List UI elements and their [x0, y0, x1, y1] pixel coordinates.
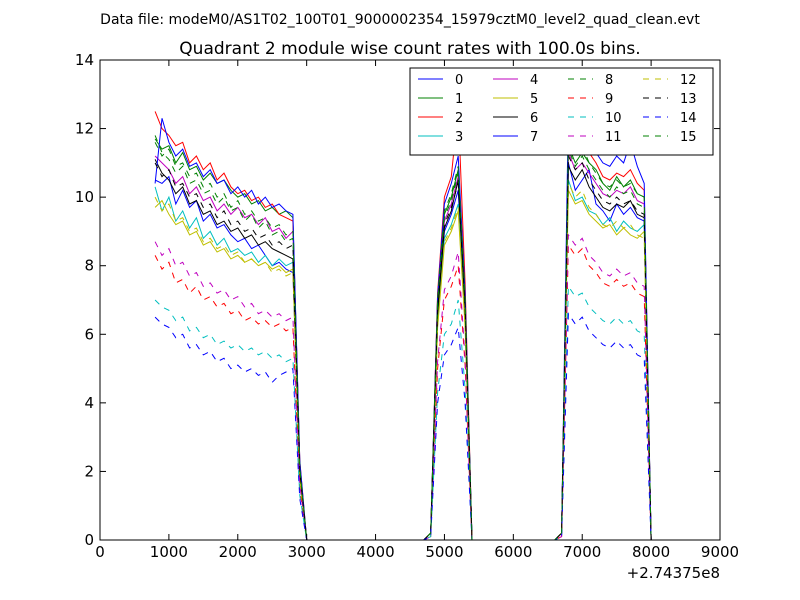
x-offset-label: +2.74375e8	[627, 564, 720, 582]
legend-label-7: 7	[530, 130, 538, 145]
series-line-7	[154, 107, 652, 540]
series-line-14	[154, 312, 652, 540]
legend-label-14: 14	[680, 111, 697, 126]
x-tick-label: 3000	[288, 543, 326, 561]
legend-label-11: 11	[605, 130, 622, 145]
y-tick-label: 6	[84, 325, 94, 343]
legend-box	[409, 67, 714, 156]
x-tick-label: 1000	[150, 543, 188, 561]
series-line-0	[154, 162, 652, 540]
series-line-10	[154, 284, 652, 540]
legend-label-10: 10	[605, 111, 622, 126]
legend-label-3: 3	[455, 130, 463, 145]
legend-label-13: 13	[680, 92, 697, 107]
series-line-6	[154, 159, 652, 540]
series-line-8	[154, 135, 652, 540]
legend-label-4: 4	[530, 73, 538, 88]
x-tick-label: 8000	[632, 543, 670, 561]
y-tick-label: 14	[75, 51, 94, 69]
y-tick-label: 0	[84, 531, 94, 549]
ticks-layer: 0 1000 2000 3000 4000 5000 6000 7000 8000 9000 0 2 4…	[75, 51, 739, 561]
y-tick-label: 4	[84, 394, 94, 412]
legend-label-2: 2	[455, 111, 463, 126]
series-line-5	[154, 190, 652, 540]
series-layer	[154, 107, 652, 540]
series-line-15	[154, 138, 652, 540]
series-line-4	[154, 152, 652, 540]
legend-label-0: 0	[455, 73, 463, 88]
series-line-9	[154, 243, 652, 540]
legend-label-15: 15	[680, 130, 697, 145]
legend-label-1: 1	[455, 92, 463, 107]
chart-title: Quadrant 2 module wise count rates with …	[179, 39, 640, 59]
series-line-2	[154, 107, 652, 540]
y-tick-label: 10	[75, 188, 94, 206]
y-tick-label: 12	[75, 120, 94, 138]
y-tick-label: 8	[84, 257, 94, 275]
x-tick-label: 9000	[701, 543, 739, 561]
legend-label-5: 5	[530, 92, 538, 107]
x-tick-label: 0	[95, 543, 105, 561]
series-line-3	[154, 179, 652, 540]
legend-label-12: 12	[680, 73, 697, 88]
x-tick-label: 7000	[563, 543, 601, 561]
legend-label-6: 6	[530, 111, 538, 126]
x-tick-label: 2000	[219, 543, 257, 561]
series-line-13	[154, 155, 652, 540]
x-tick-label: 6000	[494, 543, 532, 561]
x-tick-label: 5000	[425, 543, 463, 561]
x-tick-label: 4000	[356, 543, 394, 561]
suptitle: Data file: modeM0/AS1T02_100T01_90000023…	[100, 12, 700, 28]
series-line-1	[154, 138, 652, 540]
axes-frame	[99, 59, 721, 541]
series-line-11	[154, 233, 652, 540]
series-line-12	[154, 183, 652, 540]
y-tick-label: 2	[84, 462, 94, 480]
legend-label-9: 9	[605, 92, 613, 107]
legend-label-8: 8	[605, 73, 613, 88]
